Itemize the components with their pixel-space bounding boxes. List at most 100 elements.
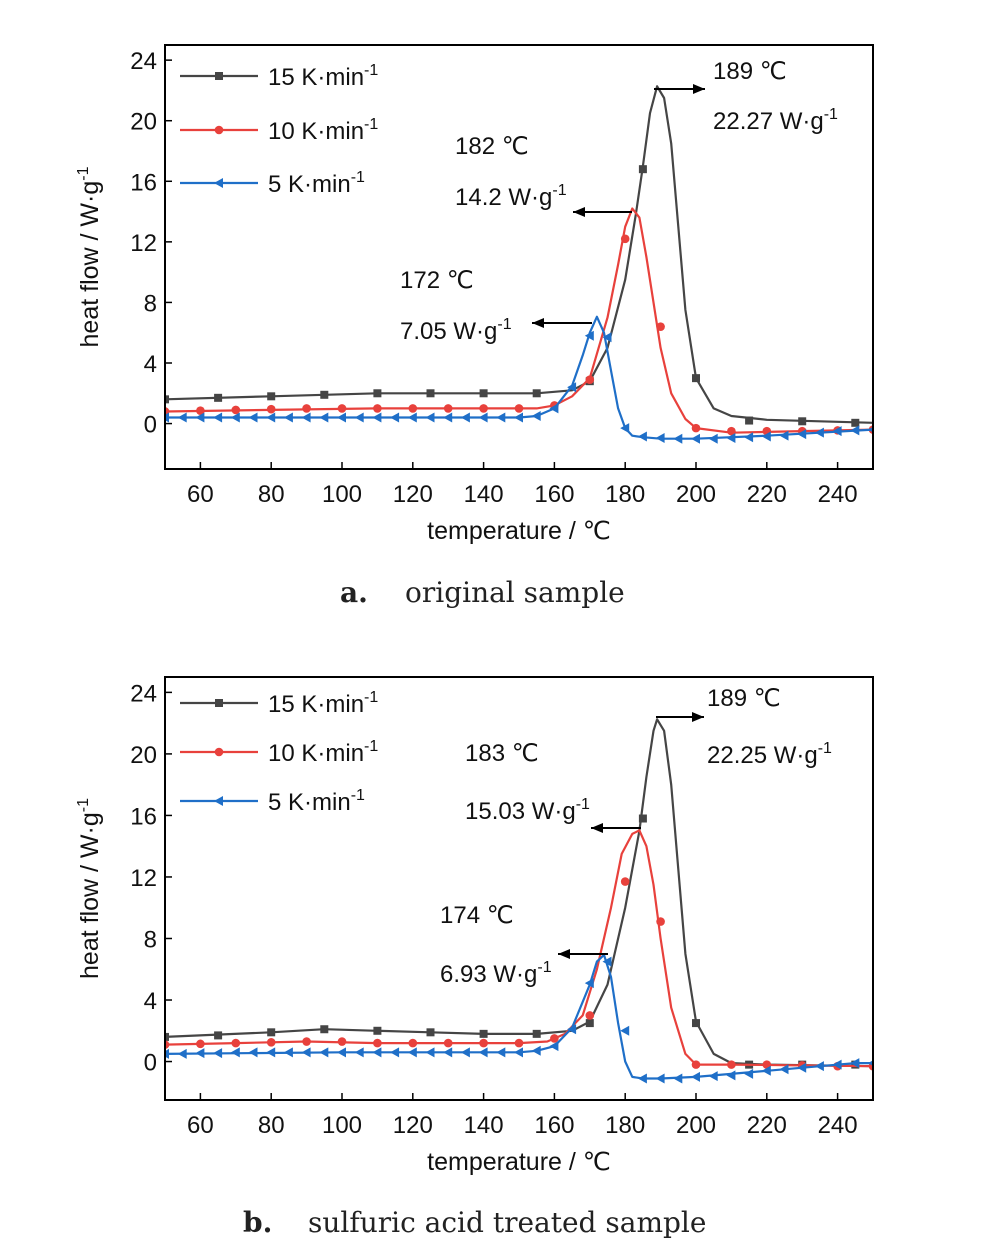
data-point-s3-14 [390, 412, 400, 423]
x-tick-label: 80 [258, 1112, 285, 1139]
y-tick-label: 16 [130, 169, 157, 196]
data-point-s2-18 [762, 1060, 772, 1069]
x-tick-label: 120 [393, 1112, 433, 1139]
legend-marker-1 [215, 699, 223, 707]
data-point-s3-22 [531, 1045, 541, 1056]
x-tick-label: 220 [747, 481, 787, 508]
y-axis-label-main: heat flow / W·g [76, 181, 104, 348]
peak-value-label: 7.05 W·g-1 [400, 316, 512, 345]
peak-value-label-main: 22.27 W·g [713, 108, 824, 135]
legend-marker-1 [215, 72, 223, 80]
data-point-s3-10 [319, 412, 329, 423]
data-point-s1-3 [267, 1028, 276, 1037]
y-tick-label: 0 [144, 1050, 157, 1077]
peak-value-label: 6.93 W·g-1 [440, 959, 552, 988]
annotation-arrow [532, 318, 592, 328]
series-3-group [165, 953, 873, 1084]
data-point-s1-8 [532, 389, 541, 398]
peak-temperature-label: 189 ℃ [707, 685, 781, 712]
data-point-s3-18 [460, 1047, 470, 1058]
data-point-s3-2 [177, 412, 187, 423]
data-point-s3-38 [814, 427, 824, 438]
data-point-s3-26 [602, 956, 612, 967]
data-point-s1-3 [267, 392, 276, 401]
data-point-s2-12 [550, 1034, 559, 1043]
legend-marker-3 [214, 178, 223, 188]
legend-label-2: 10 K·min-1 [268, 116, 378, 145]
data-point-s3-23 [549, 1041, 559, 1052]
data-point-s3-31 [691, 1071, 700, 1082]
legend-label-1-main: 15 K·min [268, 64, 364, 91]
data-point-s3-15 [407, 1047, 417, 1058]
data-point-s3-3 [195, 1048, 205, 1059]
data-point-s2-15 [656, 917, 665, 926]
series-line-1 [165, 85, 873, 424]
data-point-s3-25 [584, 978, 594, 989]
y-tick-label: 0 [144, 412, 157, 439]
legend-label-2-main: 10 K·min [268, 118, 364, 145]
data-point-s3-34 [744, 1068, 754, 1079]
peak-annotation-3: 172 ℃ 7.05 W·g-1 [400, 267, 592, 345]
y-tick-label: 4 [144, 351, 157, 378]
x-tick-label: 240 [818, 1112, 858, 1139]
legend-label-3: 5 K·min-1 [268, 787, 365, 816]
data-point-s3-41 [868, 1060, 873, 1066]
legend-marker-2 [214, 125, 224, 135]
data-point-s1-8 [532, 1029, 541, 1038]
data-point-s1-1 [165, 1032, 169, 1041]
peak-annotation-1: 189 ℃ 22.27 W·g-1 [654, 58, 838, 135]
x-tick-label: 160 [534, 481, 574, 508]
series-line-2 [165, 207, 873, 434]
data-point-s3-3 [195, 412, 205, 423]
legend-marker-2 [214, 747, 224, 757]
series-3-group [165, 315, 873, 444]
data-point-s1-11 [692, 374, 700, 383]
x-tick-label: 140 [464, 481, 504, 508]
legend-label-3-superscript: -1 [351, 169, 365, 186]
data-point-s1-6 [426, 1028, 435, 1037]
x-axis-label: temperature / ℃ [427, 517, 611, 545]
data-point-s3-29 [655, 1073, 665, 1084]
data-point-s2-14 [620, 234, 630, 244]
data-point-s2-10 [479, 1038, 488, 1048]
peak-annotation-3: 174 ℃ 6.93 W·g-1 [440, 902, 608, 988]
annotation-arrow-head [532, 318, 544, 328]
y-tick-label: 24 [130, 680, 157, 707]
data-point-s3-33 [726, 432, 736, 443]
data-point-s3-19 [478, 1047, 488, 1058]
data-point-s2-2 [196, 1039, 205, 1049]
data-point-s2-5 [302, 404, 311, 413]
legend-label-1-superscript: -1 [364, 689, 378, 706]
y-tick-label: 8 [144, 926, 157, 953]
annotation-arrow-head [573, 207, 585, 217]
annotation-arrow-head [693, 84, 705, 94]
annotation-arrow [654, 84, 705, 94]
plot-frame [164, 44, 874, 470]
peak-value-label-superscript: -1 [824, 106, 838, 123]
data-point-s3-2 [177, 1048, 187, 1059]
data-point-s1-10 [638, 814, 647, 823]
data-point-s2-8 [408, 1038, 418, 1048]
data-point-s2-10 [479, 404, 488, 413]
peak-value-label-superscript: -1 [818, 740, 832, 757]
data-point-s3-5 [230, 412, 240, 423]
data-point-s3-35 [761, 431, 771, 442]
peak-value-label: 22.25 W·g-1 [707, 740, 832, 769]
data-point-s3-39 [832, 426, 842, 437]
data-point-s3-30 [673, 433, 683, 444]
data-point-s2-14 [620, 877, 630, 886]
x-tick-label: 180 [605, 1112, 645, 1139]
data-point-s3-16 [425, 1047, 435, 1058]
series-2-group [165, 207, 873, 436]
data-point-s2-11 [514, 404, 524, 413]
legend: 15 K·min-110 K·min-15 K·min-1 [180, 689, 378, 816]
peak-value-label-main: 22.25 W·g [707, 742, 818, 769]
data-point-s3-28 [637, 431, 647, 442]
data-point-s3-34 [744, 432, 754, 443]
data-point-s2-6 [337, 1037, 347, 1046]
data-point-s3-12 [354, 1047, 364, 1058]
series-line-1 [165, 718, 873, 1068]
y-axis-label-superscript: -1 [75, 166, 92, 180]
data-point-s3-40 [850, 425, 860, 436]
